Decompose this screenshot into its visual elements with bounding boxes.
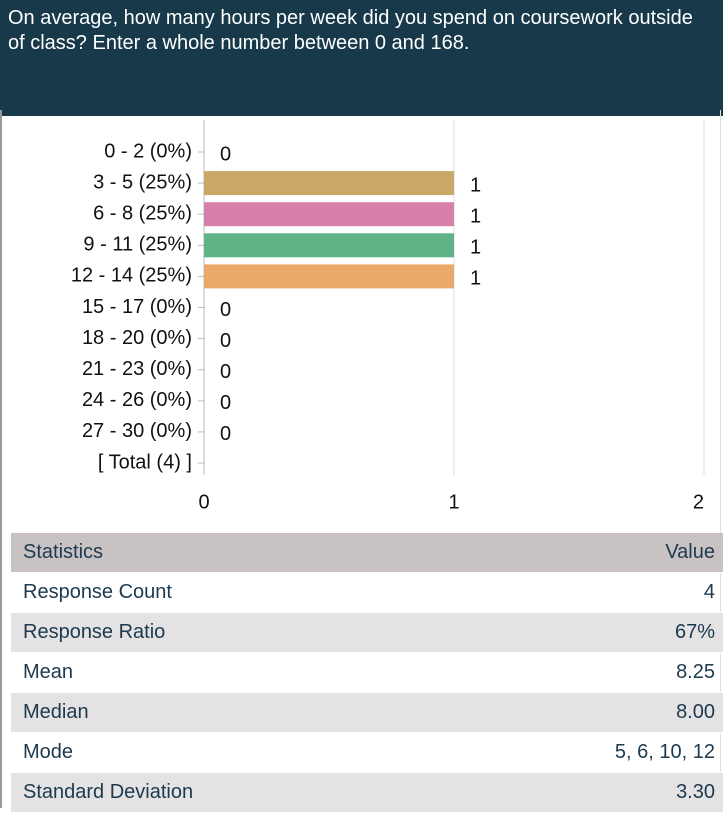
table-cell: 3.30: [447, 772, 723, 813]
table-cell: 4: [447, 572, 723, 613]
table-cell: 8.25: [447, 652, 723, 693]
table-row: Standard Deviation 3.30: [11, 772, 723, 813]
table-cell: Standard Deviation: [11, 772, 448, 813]
value-label: 0: [220, 299, 231, 321]
value-label: 0: [220, 361, 231, 383]
category-label: 24 - 26 (0%): [82, 389, 192, 411]
table-cell: Statistics: [11, 533, 448, 573]
table-cell: Response Ratio: [11, 612, 448, 653]
category-label: 0 - 2 (0%): [104, 140, 192, 162]
value-label: 0: [220, 423, 231, 445]
frame: [0, 110, 721, 808]
x-tick-label: 0: [198, 491, 209, 513]
category-label: 3 - 5 (25%): [93, 171, 192, 193]
table-cell: Median: [11, 692, 448, 733]
bar: [204, 171, 454, 196]
table-row: Median 8.00: [11, 692, 723, 733]
bar: [204, 202, 454, 227]
table-cell: 5, 6, 10, 12: [447, 732, 723, 773]
table-row: Mode 5, 6, 10, 12: [11, 732, 723, 773]
category-label: 6 - 8 (25%): [93, 202, 192, 224]
question-header: On average, how many hours per week did …: [0, 0, 723, 116]
statistics-table: Statistics Value Response Count 4 Response R…: [11, 533, 723, 813]
table-row: Mean 8.25: [11, 652, 723, 693]
category-label: 21 - 23 (0%): [82, 358, 192, 380]
category-label: 15 - 17 (0%): [82, 296, 192, 318]
category-label: [ Total (4) ]: [98, 451, 192, 473]
table-cell: 67%: [447, 612, 723, 653]
x-tick-label: 2: [693, 491, 704, 513]
category-label: 27 - 30 (0%): [82, 420, 192, 442]
value-label: 1: [470, 174, 481, 196]
bar: [204, 233, 454, 258]
value-label: 1: [470, 268, 481, 290]
table-cell: Value: [447, 533, 723, 573]
x-tick-label: 1: [448, 491, 459, 513]
table-cell: 8.00: [447, 692, 723, 733]
value-label: 0: [220, 392, 231, 414]
table-cell: Mean: [11, 652, 448, 693]
table-row: Statistics Value: [11, 533, 723, 573]
category-label: 18 - 20 (0%): [82, 327, 192, 349]
bar: [204, 264, 454, 289]
category-label: 9 - 11 (25%): [83, 234, 192, 256]
value-label: 0: [220, 330, 231, 352]
table-cell: Mode: [11, 732, 448, 773]
value-label: 0: [220, 143, 231, 165]
chart: 0 1 2 0 - 2 (0%) 0 3 - 5 (25%) 1 6 - 8 (25%) 1 9 …: [71, 120, 705, 513]
table-row: Response Count 4: [11, 572, 723, 613]
category-label: 12 - 14 (25%): [71, 265, 192, 287]
value-label: 1: [470, 237, 481, 259]
table-row: Response Ratio 67%: [11, 612, 723, 653]
table-cell: Response Count: [11, 572, 448, 613]
value-label: 1: [470, 205, 481, 227]
